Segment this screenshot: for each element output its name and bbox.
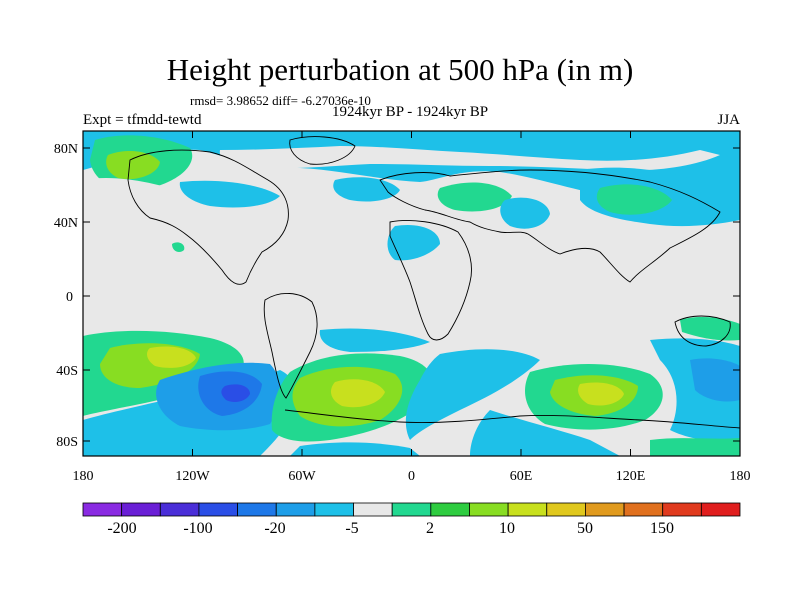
contour-region — [330, 379, 385, 408]
contour-region — [221, 384, 250, 402]
season-label: JJA — [717, 112, 740, 128]
lat-label-40S: 40S — [56, 364, 78, 379]
lon-label-120W: 120W — [175, 469, 210, 484]
plot-title: Height perturbation at 500 hPa (in m) — [166, 52, 634, 87]
colorbar-swatch — [430, 502, 470, 517]
contour-region — [650, 438, 740, 456]
lat-labels: 80N 40N 0 40S 80S — [54, 142, 78, 450]
lat-ticks — [83, 147, 740, 442]
contour-region — [690, 358, 740, 402]
contour-region — [500, 197, 550, 229]
contour-region — [596, 184, 672, 215]
lat-label-80S: 80S — [56, 435, 78, 450]
contour-region — [437, 182, 512, 212]
period-label: 1924kyr BP - 1924kyr BP — [331, 104, 489, 120]
contour-region — [680, 317, 740, 341]
contour-region — [333, 177, 400, 202]
colorbar-swatch — [314, 502, 354, 517]
colorbar-label: 2 — [426, 520, 434, 537]
colorbar-swatch — [237, 502, 277, 517]
contour-region — [470, 410, 620, 456]
lon-label-60E: 60E — [510, 469, 533, 484]
colorbar-swatch — [121, 502, 161, 517]
lon-labels: 180 120W 60W 0 60E 120E 180 — [73, 469, 751, 484]
contour-region — [405, 349, 540, 440]
colorbar-swatch — [159, 502, 200, 517]
lon-label-180-east: 180 — [730, 469, 751, 484]
colorbar-swatch — [700, 502, 741, 517]
contour-region — [172, 242, 185, 252]
contour-region — [219, 146, 720, 171]
lon-label-180-west: 180 — [73, 469, 94, 484]
colorbar-label: 10 — [499, 520, 515, 537]
contour-region — [387, 224, 440, 261]
colorbar-swatch — [507, 502, 548, 517]
contour-region — [179, 180, 280, 208]
lon-ticks — [82, 131, 631, 456]
contour-region — [106, 150, 160, 180]
stats-label: rmsd= 3.98652 diff= -6.27036e-10 — [190, 93, 371, 108]
lat-label-80N: 80N — [54, 142, 78, 157]
contour-region — [147, 346, 196, 368]
contour-region — [290, 442, 420, 456]
lat-label-0: 0 — [66, 290, 73, 305]
lat-label-40N: 40N — [54, 216, 78, 231]
colorbar-swatch — [82, 502, 123, 517]
colorbar-swatch — [275, 502, 316, 517]
colorbar-label: -5 — [345, 520, 358, 537]
colorbar-swatch — [585, 502, 625, 517]
colorbar-label: 50 — [577, 520, 593, 537]
coastlines — [127, 136, 740, 429]
colorbar-swatch — [623, 502, 664, 517]
colorbar-swatch — [198, 502, 238, 517]
contour-region — [319, 328, 430, 352]
contour-region — [578, 382, 624, 406]
lon-label-0: 0 — [408, 469, 415, 484]
lon-label-120E: 120E — [616, 469, 646, 484]
colorbar-label: -200 — [107, 520, 136, 537]
contour-fields — [83, 131, 740, 456]
colorbar-label: -100 — [183, 520, 212, 537]
colorbar-label: 150 — [650, 520, 674, 537]
colorbar-label: -20 — [264, 520, 285, 537]
colorbar-swatch — [353, 502, 393, 517]
colorbar-swatch — [662, 502, 702, 517]
colorbar-labels: -200 -100 -20 -5 2 10 50 150 — [107, 520, 674, 537]
colorbar-swatch — [469, 502, 509, 517]
lon-label-60W: 60W — [288, 469, 316, 484]
colorbar — [82, 502, 741, 517]
experiment-label: Expt = tfmdd-tewtd — [83, 112, 202, 128]
colorbar-swatch — [391, 502, 432, 517]
colorbar-swatch — [546, 502, 586, 517]
